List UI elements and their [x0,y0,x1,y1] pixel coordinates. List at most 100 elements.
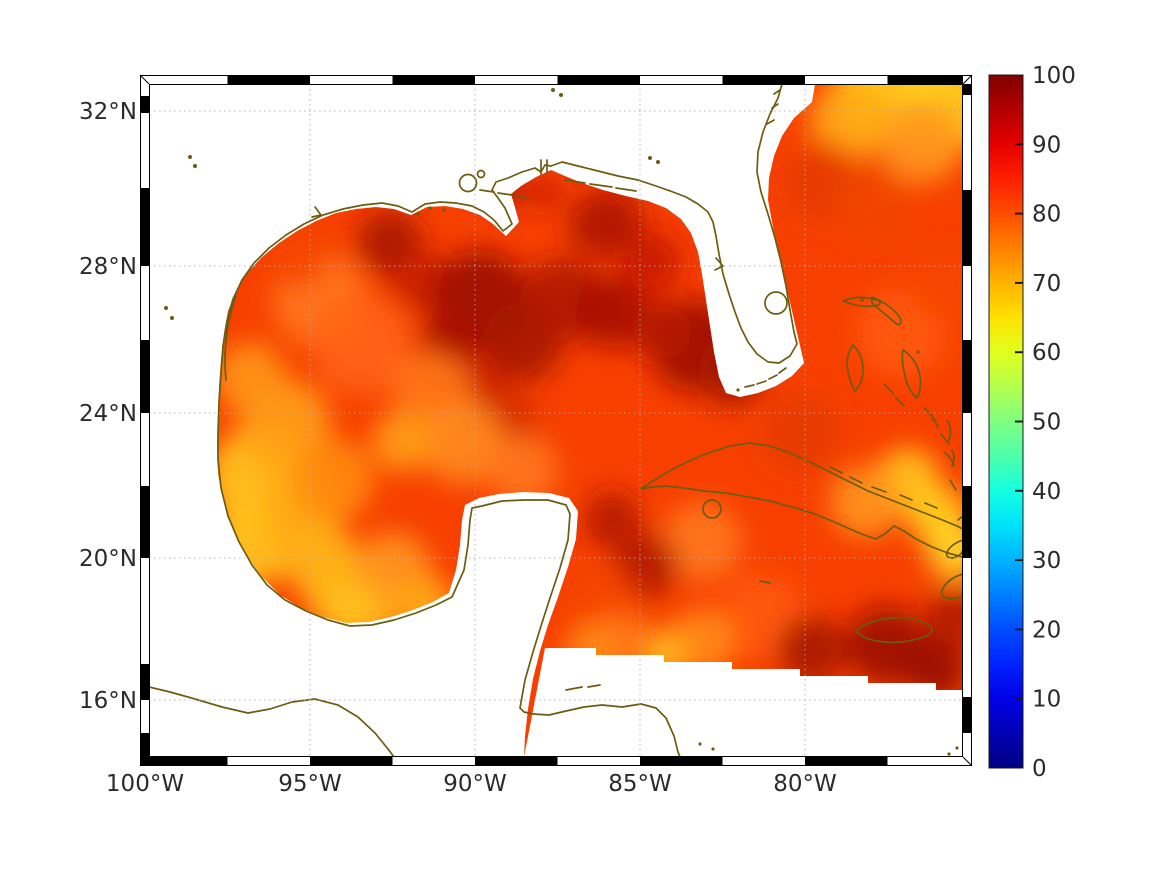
lake-small [476,169,486,179]
heat-blob [778,616,846,684]
y-tick-label: 28°N [79,254,137,280]
colorbar-tick-label: 0 [1032,756,1047,782]
y-tick-label: 20°N [79,546,137,572]
frame-segment [963,190,972,266]
colorbar-tick-label: 90 [1032,132,1061,158]
frame-segment [140,486,149,558]
heat-blob [584,492,640,548]
frame-segment [140,733,149,757]
land-mask-domain-cutoff [524,648,963,757]
colorbar-tick-label: 60 [1032,340,1061,366]
heat-blob [312,295,412,395]
tampa-bay [714,257,724,271]
x-tick-label: 90°W [443,771,507,797]
coastline-right-edge-islands [940,419,963,600]
heat-blob [576,276,648,348]
coastlines [149,84,963,757]
coastline-florida-keys [744,367,787,388]
frame-segment [145,757,228,766]
frame-corner-miter [962,756,973,767]
lake-okeechobee [764,291,788,315]
heat-blob [880,100,963,184]
frame-corner-miter [139,756,150,767]
frame-segment [140,757,145,766]
heat-blob [762,392,842,472]
heat-blob [662,502,742,582]
colorbar: 0 10 20 30 40 50 60 70 80 90 100 [988,63,1076,782]
frame-segment [140,664,149,700]
heat-blob [836,166,908,238]
coast-specks [164,88,959,756]
frame-segment [963,486,972,558]
heat-blob [810,84,890,160]
heat-blob [622,232,682,292]
frame-inner-border [149,84,963,757]
gulf-barrier-islands [479,179,637,199]
y-axis-labels: 32°N 28°N 24°N 20°N 16°N [79,99,137,714]
frame-segment [722,75,805,84]
colorbar-tick-label: 10 [1032,687,1061,713]
frame-segment [310,757,393,766]
frame-segment [140,96,149,113]
bay-islands-honduras [565,684,601,691]
colorbar-tick-label: 70 [1032,271,1061,297]
colorbar-tick-label: 20 [1032,617,1061,643]
frame-segment [640,757,723,766]
heat-blob [906,246,963,318]
frame-segment [963,697,972,733]
x-tick-label: 85°W [608,771,672,797]
x-tick-label: 100°W [106,771,184,797]
coastline-cuba [640,442,963,558]
map-frame [139,74,973,767]
isle-of-youth [702,499,722,519]
colorbar-tick-label: 50 [1032,410,1061,436]
frame-segment [475,757,558,766]
heat-blob [214,342,286,414]
gridlines [149,84,963,757]
land-masks [149,84,963,757]
texas-barrier-islands [224,295,237,381]
frame-band [963,75,972,766]
heat-blob [632,300,692,360]
frame-segment [140,340,149,413]
x-tick-label: 80°W [773,771,837,797]
colorbar-labels: 0 10 20 30 40 50 60 70 80 90 100 [1032,63,1076,782]
colorbar-tick-label: 30 [1032,548,1061,574]
frame-segment [887,75,963,84]
frame-segment [805,757,888,766]
y-tick-label: 32°N [79,99,137,125]
frame-band [140,75,972,84]
colorbar-ticks [1015,143,1023,700]
coastline-georgia-estuaries [766,89,781,125]
mobile-bay [540,159,548,175]
coastline-us-mexico-centralamerica [217,84,798,757]
heat-blob [576,188,644,256]
heat-blob [925,589,963,645]
lake-pontchartrain [458,173,478,193]
coastline-cuba-cays [829,466,938,509]
galveston-bay [311,206,322,218]
x-tick-label: 95°W [278,771,342,797]
y-tick-label: 24°N [79,401,137,427]
y-tick-label: 16°N [79,688,137,714]
heat-blob [372,412,432,472]
colorbar-tick-label: 40 [1032,479,1061,505]
frame-outer-border [140,75,972,766]
frame-corner-miter [139,74,150,85]
frame-corner-miter [962,74,973,85]
heat-blob [420,400,504,484]
frame-segment [140,188,149,266]
land-mask-north-west [149,84,815,757]
heat-blob [530,176,562,208]
coastline-pacific [149,686,395,757]
heat-blob [830,466,902,538]
frame-segment [557,75,640,84]
x-axis-labels: 100°W 95°W 90°W 85°W 80°W [106,771,837,797]
heat-blob [268,228,328,288]
colorbar-tick-label: 100 [1032,63,1076,89]
frame-segment [227,75,310,84]
frame-segment [963,340,972,413]
frame-segment [392,75,475,84]
